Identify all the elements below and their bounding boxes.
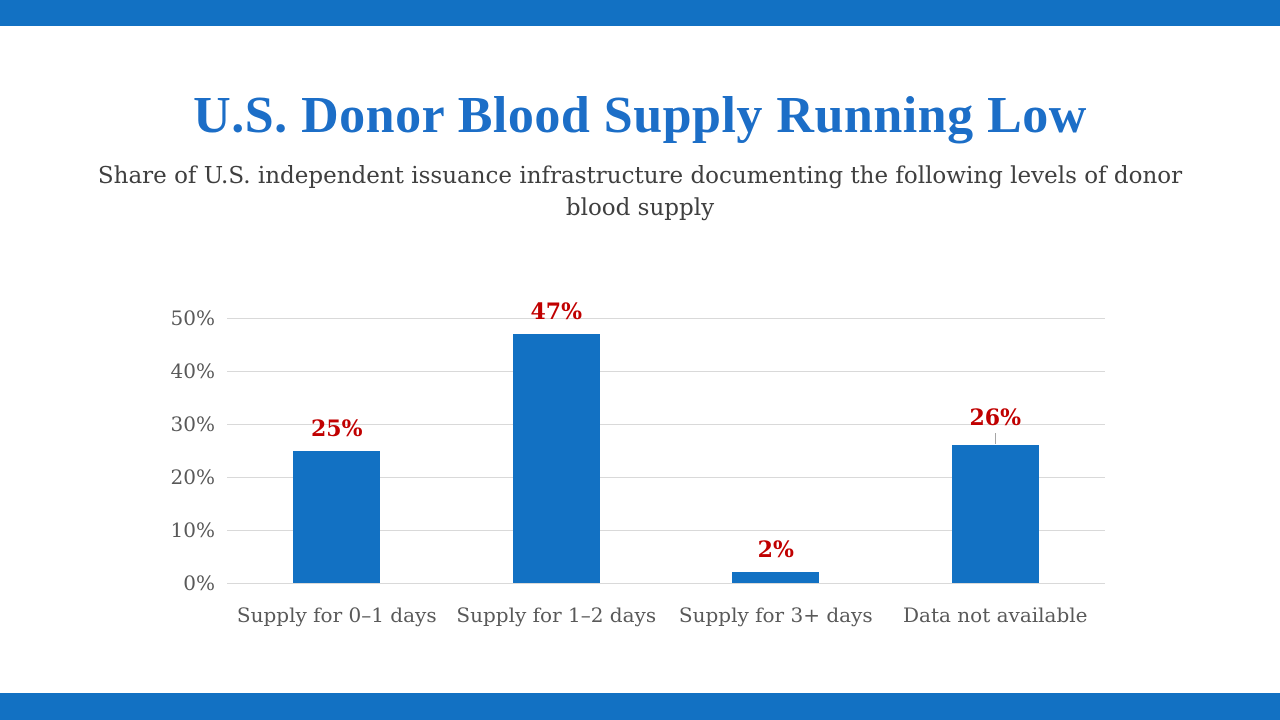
- x-category-label: Supply for 0–1 days: [236, 603, 437, 627]
- top-accent-band: [0, 0, 1280, 26]
- x-category-label: Data not available: [903, 603, 1088, 627]
- y-tick-label: 10%: [170, 518, 215, 542]
- gridline: [227, 477, 1105, 478]
- y-tick-label: 50%: [170, 306, 215, 330]
- y-tick-label: 0%: [183, 571, 215, 595]
- y-tick-label: 20%: [170, 465, 215, 489]
- bar: [293, 450, 381, 583]
- bar-value-label: 47%: [530, 298, 583, 325]
- bar: [512, 333, 600, 583]
- data-label-leader-line: [995, 433, 997, 445]
- bar: [951, 445, 1039, 583]
- x-category-label: Supply for 1–2 days: [456, 603, 657, 627]
- bar-value-label: 2%: [757, 537, 794, 564]
- bar-value-label: 25%: [310, 415, 363, 442]
- gridline: [227, 371, 1105, 372]
- gridline: [227, 318, 1105, 319]
- bottom-accent-band: [0, 693, 1280, 720]
- page-subtitle: Share of U.S. independent issuance infra…: [97, 163, 1183, 221]
- y-tick-label: 40%: [170, 359, 215, 383]
- y-tick-label: 30%: [170, 412, 215, 436]
- page-title: U.S. Donor Blood Supply Running Low: [193, 87, 1087, 144]
- gridline: [227, 530, 1105, 531]
- bar: [732, 572, 820, 583]
- x-category-label: Supply for 3+ days: [678, 603, 873, 627]
- bar-value-label: 26%: [969, 405, 1022, 432]
- gridline: [227, 424, 1105, 425]
- x-axis-line: [227, 583, 1105, 584]
